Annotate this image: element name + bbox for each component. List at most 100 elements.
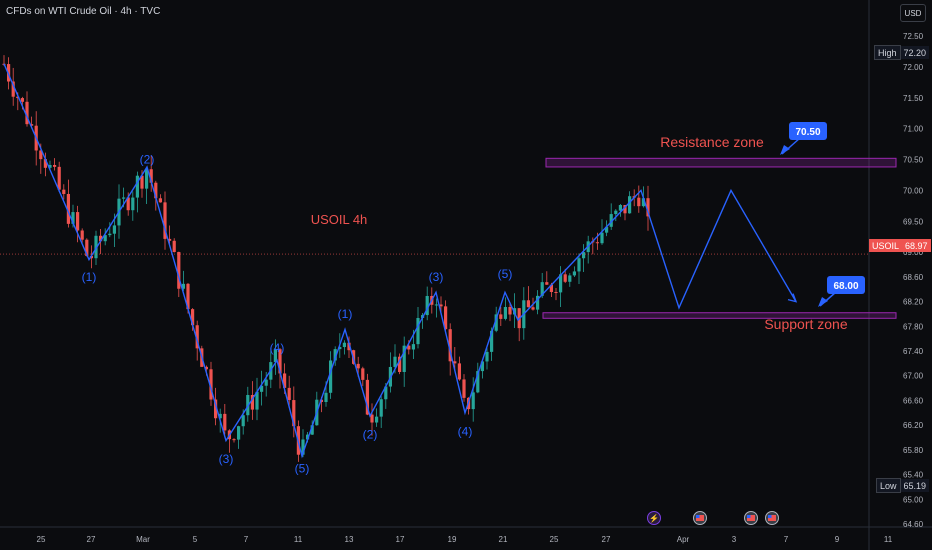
candle-body: [398, 356, 402, 372]
candle-body: [600, 232, 604, 244]
candle-body: [191, 309, 195, 326]
low-value: 65.19: [900, 479, 930, 492]
candle-body: [572, 271, 576, 276]
candle-body: [301, 439, 305, 455]
wave-label: (1): [338, 307, 353, 321]
candle-body: [122, 197, 126, 199]
candle-body: [503, 307, 507, 319]
candle-body: [329, 360, 333, 393]
resistance-zone-label: Resistance zone: [660, 134, 764, 150]
candle-body: [278, 349, 282, 374]
candle-body: [333, 349, 337, 361]
resistance-callout-value: 70.50: [795, 127, 820, 138]
flag-canton: [768, 515, 772, 518]
candle-body: [637, 197, 641, 207]
price-tick-label: 68.60: [903, 273, 924, 282]
current-price-value: 68.97: [902, 239, 931, 252]
time-tick-label: 27: [87, 535, 96, 544]
time-tick-label: 17: [396, 535, 405, 544]
flag-canton: [747, 515, 751, 518]
candle-body: [531, 307, 535, 310]
candle-body: [425, 295, 429, 316]
zones-layer: [0, 157, 897, 319]
candle-body: [292, 400, 296, 427]
wave-path[interactable]: [3, 63, 797, 459]
candle-body: [476, 371, 480, 393]
candle-body: [361, 368, 365, 380]
price-tick-label: 72.00: [903, 63, 924, 72]
time-tick-label: 5: [193, 535, 198, 544]
candle-body: [384, 386, 388, 400]
low-marker: Low 65.19: [876, 478, 930, 493]
time-tick-label: 3: [732, 535, 737, 544]
candle-body: [135, 175, 139, 198]
support-zone[interactable]: [542, 312, 897, 319]
candle-body: [177, 251, 181, 289]
support-zone-label: Support zone: [764, 316, 847, 332]
chart-annotation-title: USOIL 4h: [311, 212, 368, 227]
price-tick-label: 67.40: [903, 347, 924, 356]
candle-body: [310, 425, 314, 435]
lightning-icon[interactable]: [647, 511, 661, 525]
candle-body: [338, 347, 342, 350]
candle-body: [112, 225, 116, 234]
event-icons: ⚡: [647, 511, 779, 525]
candle-body: [356, 363, 360, 369]
candle-body: [287, 387, 291, 401]
resistance-zone[interactable]: [545, 157, 897, 168]
candle-body: [218, 413, 222, 419]
candle-body: [172, 240, 176, 252]
currency-button[interactable]: USD: [900, 4, 926, 22]
candle-body: [439, 304, 443, 307]
price-axis[interactable]: 72.50 72.00 71.50 71.00 70.50 70.00 69.50 69.00…: [903, 32, 924, 529]
candle-body: [71, 212, 75, 224]
candle-body: [237, 426, 241, 440]
price-tick-label: 70.00: [903, 186, 924, 195]
symbol-title[interactable]: CFDs on WTI Crude Oil · 4h · TVC: [6, 6, 161, 17]
candle-body: [48, 164, 52, 168]
candle-body: [80, 230, 84, 240]
candle-body: [545, 282, 549, 285]
candle-body: [480, 361, 484, 372]
candle-body: [641, 198, 645, 207]
candle-body: [577, 258, 581, 272]
candle-body: [214, 399, 218, 419]
candle-body: [273, 349, 277, 363]
candle-body: [628, 196, 632, 214]
flag-stripes: [747, 515, 755, 521]
candle-body: [76, 212, 80, 231]
time-tick-label: 7: [244, 535, 249, 544]
candle-body: [30, 124, 34, 126]
candle-body: [11, 81, 15, 97]
wave-label: (4): [270, 341, 285, 355]
time-tick-label: 19: [448, 535, 457, 544]
price-tick-label: 71.00: [903, 125, 924, 134]
candle-body: [250, 394, 254, 410]
wave-label: (5): [498, 267, 513, 281]
candle-body: [536, 295, 540, 310]
wave-label: (1): [82, 270, 97, 284]
wave-label: (2): [140, 153, 155, 167]
candle-body: [43, 159, 47, 168]
candle-body: [605, 226, 609, 233]
time-tick-label: 13: [345, 535, 354, 544]
candle-body: [462, 379, 466, 398]
candle-body: [241, 415, 245, 427]
high-marker: High 72.20: [874, 45, 930, 60]
candle-body: [609, 214, 613, 227]
candle-body: [158, 198, 162, 203]
candle-body: [365, 379, 369, 415]
time-tick-label: 25: [37, 535, 46, 544]
flag-canton: [696, 515, 700, 518]
candle-body: [416, 317, 420, 345]
candle-body: [568, 275, 572, 282]
candle-body: [549, 284, 553, 293]
time-axis[interactable]: 25 27 Mar 5 7 11 13 17 19 21 25 27 Apr 3 7 9 11: [37, 535, 893, 544]
candle-body: [186, 283, 190, 310]
candle-body: [145, 169, 149, 189]
candle-body: [508, 307, 512, 315]
candle-body: [453, 361, 457, 364]
wave-label: (3): [429, 270, 444, 284]
time-tick-label: 11: [884, 535, 893, 544]
